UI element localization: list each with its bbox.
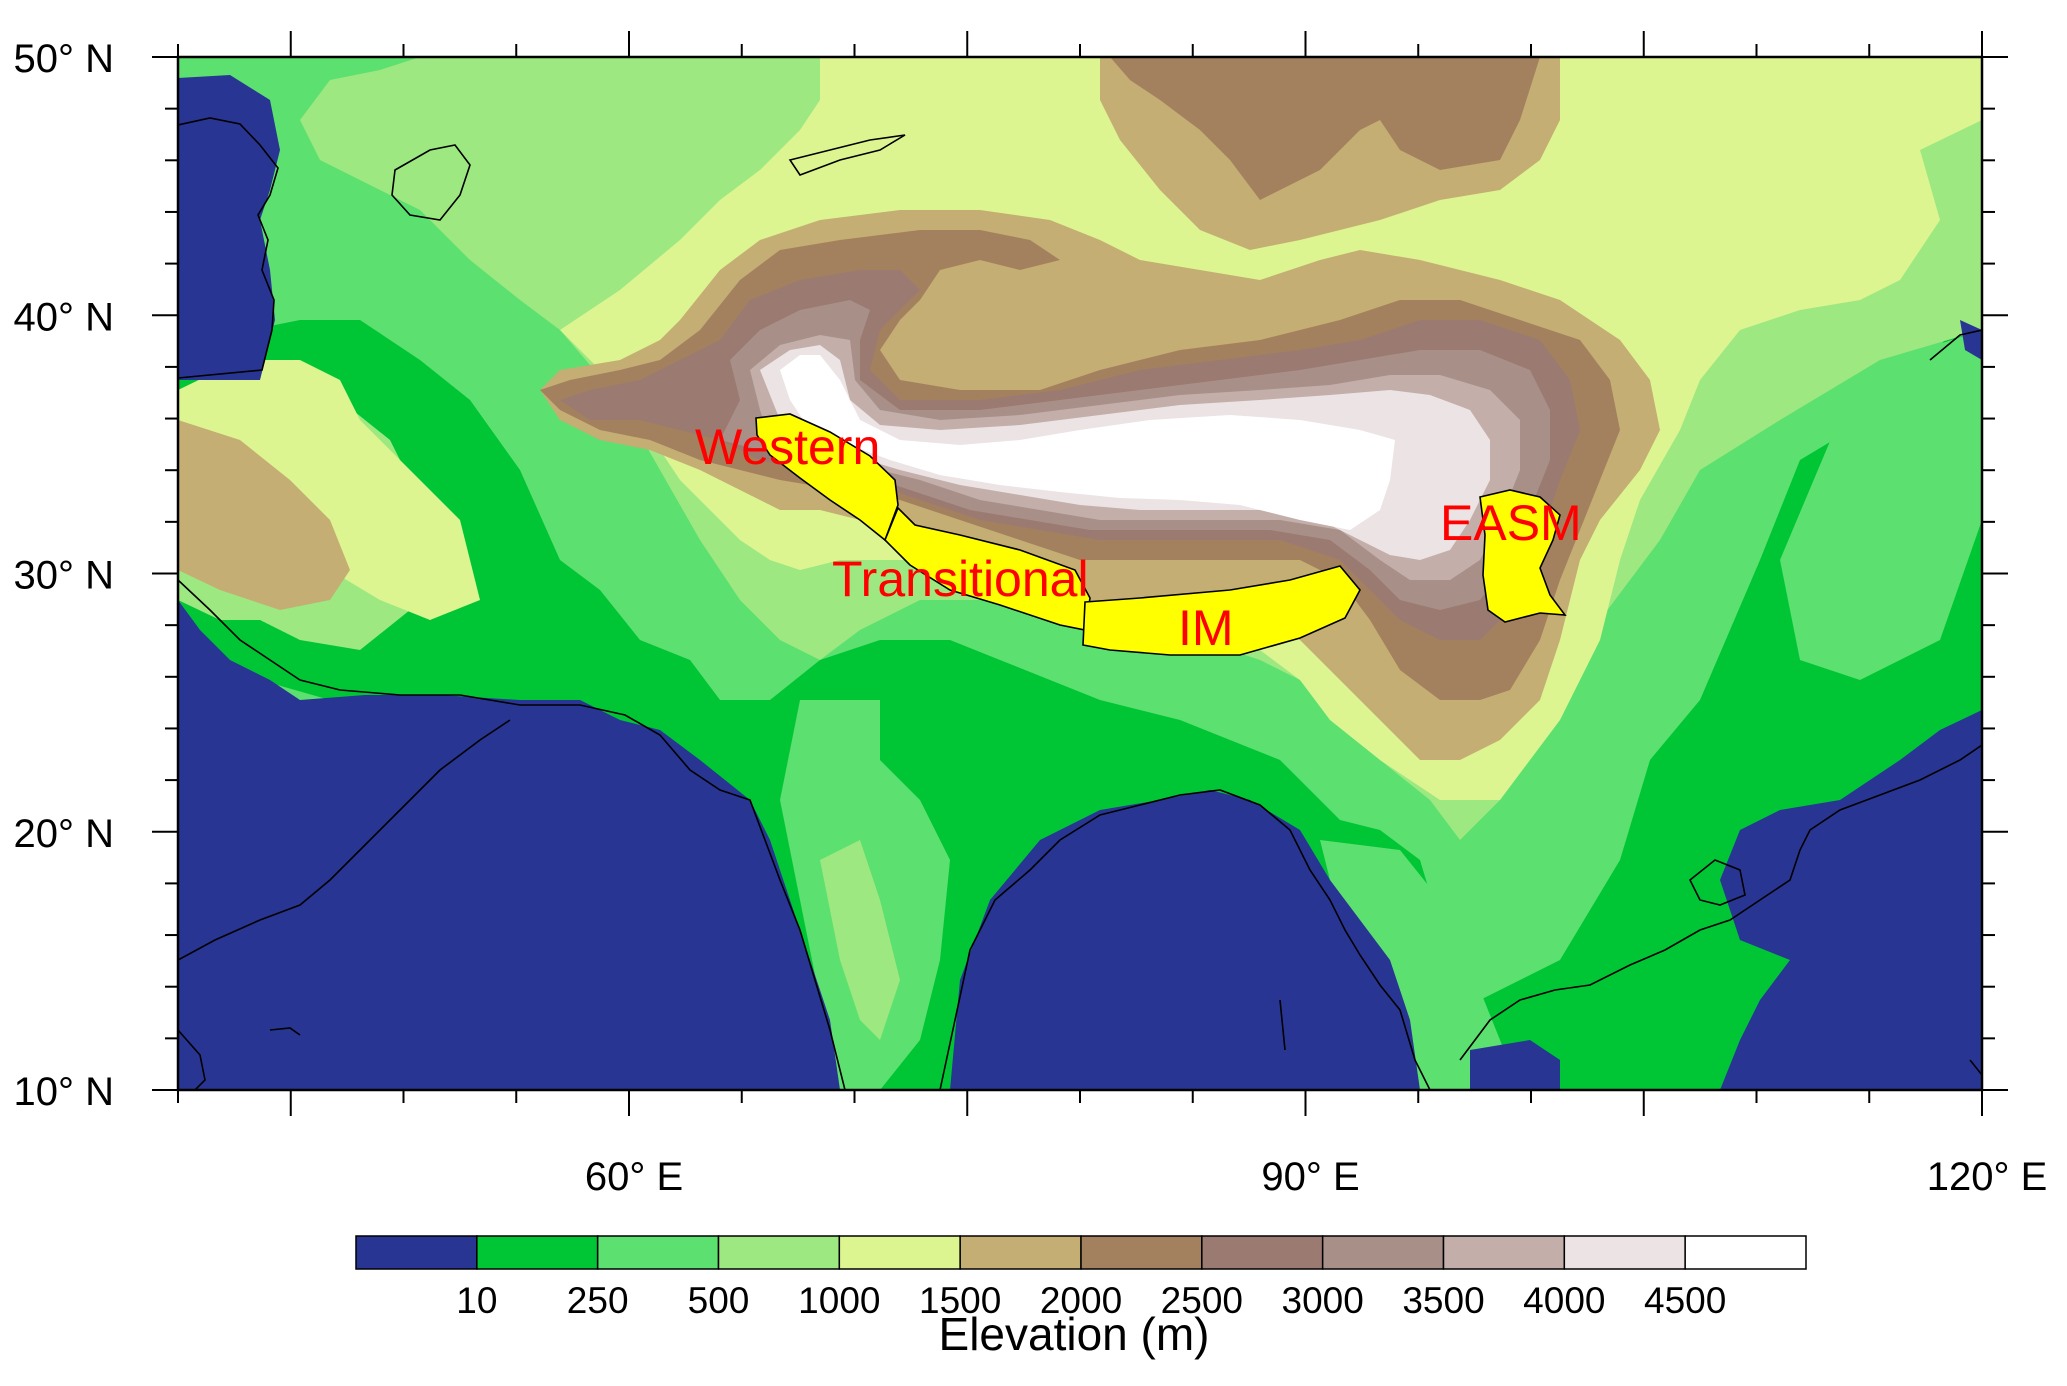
colorbar-swatch	[1442, 1235, 1566, 1270]
colorbar-level-label: 250	[567, 1280, 629, 1321]
lon-tick-label: 60° E	[585, 1155, 683, 1199]
colorbar-swatch	[838, 1235, 961, 1270]
colorbar-level-label: 4500	[1644, 1280, 1726, 1321]
colorbar-level-label: 500	[688, 1280, 750, 1321]
region-label-easm: EASM	[1440, 495, 1582, 551]
colorbar-swatch	[476, 1235, 599, 1270]
colorbar-swatch	[596, 1235, 720, 1270]
lat-tick-label: 20° N	[14, 812, 115, 856]
subregion-polygons	[755, 413, 1567, 656]
colorbar-level-label: 4000	[1523, 1280, 1605, 1321]
elevation-colorbar: 10 250 500 1000 1500 2000 2500 3000 3500 4000 4500	[355, 1235, 1807, 1321]
subregion-labels: Western Transitional IM EASM	[695, 419, 1582, 656]
colorbar-level-label: 3500	[1402, 1280, 1484, 1321]
colorbar-level-label: 1500	[919, 1280, 1001, 1321]
colorbar-swatch	[959, 1235, 1082, 1270]
colorbar-level-label: 2500	[1161, 1280, 1243, 1321]
region-label-western: Western	[695, 419, 880, 475]
lat-tick-label: 10° N	[14, 1070, 115, 1114]
lon-tick-label: 90° E	[1261, 1155, 1359, 1199]
colorbar-level-label: 2000	[1040, 1280, 1122, 1321]
colorbar-swatch	[717, 1235, 841, 1270]
colorbar-swatch	[1563, 1235, 1686, 1270]
colorbar-level-label: 3000	[1282, 1280, 1364, 1321]
lon-tick-label: 120° E	[1927, 1155, 2048, 1199]
colorbar-title: Elevation (m)	[939, 1308, 1210, 1360]
colorbar-level-label: 1000	[798, 1280, 880, 1321]
colorbar-swatch	[1321, 1235, 1445, 1270]
colorbar-swatch	[1080, 1235, 1203, 1270]
colorbar-swatch	[355, 1235, 478, 1270]
lat-tick-label: 50° N	[14, 37, 115, 81]
region-easm-polygon	[1479, 489, 1567, 623]
map-axes: 50° N 40° N 30° N 20° N 10° N 60° E 90° E 120° …	[14, 31, 2048, 1199]
elevation-above-4500	[780, 355, 1395, 530]
ocean-water	[178, 75, 1982, 1090]
elevation-field	[178, 57, 1982, 1090]
lat-tick-label: 40° N	[14, 295, 115, 339]
region-label-im: IM	[1178, 600, 1234, 656]
region-im-polygon	[1082, 565, 1361, 656]
coastlines	[178, 117, 1982, 1090]
colorbar-swatch	[1684, 1235, 1807, 1270]
region-label-transitional: Transitional	[832, 551, 1089, 607]
colorbar-swatch	[1201, 1235, 1324, 1270]
lat-tick-label: 30° N	[14, 554, 115, 598]
colorbar-level-label: 10	[456, 1280, 497, 1321]
